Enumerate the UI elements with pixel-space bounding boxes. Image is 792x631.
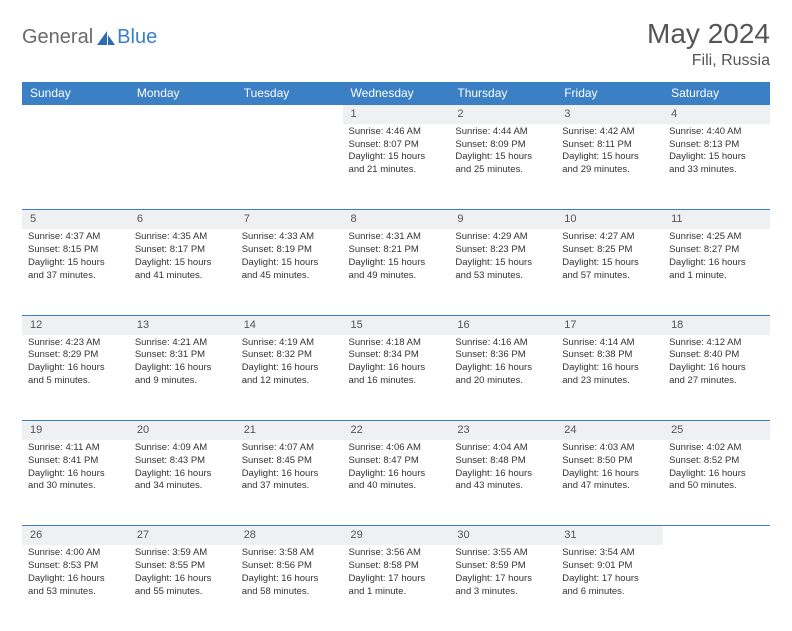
day-number: 30 [449, 526, 556, 545]
location-label: Fili, Russia [647, 52, 770, 70]
day-number: 1 [343, 105, 450, 124]
day-number: 10 [556, 210, 663, 229]
day-cell: Sunrise: 4:35 AMSunset: 8:17 PMDaylight:… [129, 229, 236, 315]
day-cell: Sunrise: 4:06 AMSunset: 8:47 PMDaylight:… [343, 440, 450, 526]
day-cell: Sunrise: 3:55 AMSunset: 8:59 PMDaylight:… [449, 545, 556, 631]
day-cell: Sunrise: 4:27 AMSunset: 8:25 PMDaylight:… [556, 229, 663, 315]
day-number: 5 [22, 210, 129, 229]
day-number-row: 262728293031 [22, 526, 770, 545]
day-cell [129, 124, 236, 210]
day-cell [663, 545, 770, 631]
day-number-row: 1234 [22, 105, 770, 124]
calendar-table: Sunday Monday Tuesday Wednesday Thursday… [22, 82, 770, 631]
day-cell: Sunrise: 4:03 AMSunset: 8:50 PMDaylight:… [556, 440, 663, 526]
day-number: 13 [129, 315, 236, 334]
logo-text-general: General [22, 26, 93, 49]
day-number: 23 [449, 421, 556, 440]
day-detail-row: Sunrise: 4:37 AMSunset: 8:15 PMDaylight:… [22, 229, 770, 315]
day-cell: Sunrise: 4:07 AMSunset: 8:45 PMDaylight:… [236, 440, 343, 526]
day-cell: Sunrise: 3:56 AMSunset: 8:58 PMDaylight:… [343, 545, 450, 631]
day-cell: Sunrise: 3:59 AMSunset: 8:55 PMDaylight:… [129, 545, 236, 631]
day-number: 22 [343, 421, 450, 440]
day-cell: Sunrise: 4:00 AMSunset: 8:53 PMDaylight:… [22, 545, 129, 631]
day-header: Wednesday [343, 82, 450, 105]
day-cell [22, 124, 129, 210]
day-number: 26 [22, 526, 129, 545]
logo-text-blue: Blue [117, 26, 157, 49]
day-number: 9 [449, 210, 556, 229]
day-detail-row: Sunrise: 4:46 AMSunset: 8:07 PMDaylight:… [22, 124, 770, 210]
day-cell: Sunrise: 4:11 AMSunset: 8:41 PMDaylight:… [22, 440, 129, 526]
day-header: Monday [129, 82, 236, 105]
day-number: 29 [343, 526, 450, 545]
day-number: 15 [343, 315, 450, 334]
logo-sail-icon [97, 31, 115, 45]
day-header: Saturday [663, 82, 770, 105]
day-number: 12 [22, 315, 129, 334]
day-header: Thursday [449, 82, 556, 105]
day-number: 17 [556, 315, 663, 334]
title-block: May 2024 Fili, Russia [647, 18, 770, 70]
day-cell: Sunrise: 4:40 AMSunset: 8:13 PMDaylight:… [663, 124, 770, 210]
day-cell: Sunrise: 4:25 AMSunset: 8:27 PMDaylight:… [663, 229, 770, 315]
day-header: Sunday [22, 82, 129, 105]
day-cell [236, 124, 343, 210]
day-cell: Sunrise: 4:19 AMSunset: 8:32 PMDaylight:… [236, 335, 343, 421]
day-number: 19 [22, 421, 129, 440]
day-number: 3 [556, 105, 663, 124]
day-header-row: Sunday Monday Tuesday Wednesday Thursday… [22, 82, 770, 105]
logo: General Blue [22, 18, 157, 49]
day-number-row: 19202122232425 [22, 421, 770, 440]
day-number: 4 [663, 105, 770, 124]
day-number: 8 [343, 210, 450, 229]
day-number: 25 [663, 421, 770, 440]
day-cell: Sunrise: 4:18 AMSunset: 8:34 PMDaylight:… [343, 335, 450, 421]
day-cell: Sunrise: 4:02 AMSunset: 8:52 PMDaylight:… [663, 440, 770, 526]
day-cell: Sunrise: 4:04 AMSunset: 8:48 PMDaylight:… [449, 440, 556, 526]
day-number: 21 [236, 421, 343, 440]
day-cell: Sunrise: 3:58 AMSunset: 8:56 PMDaylight:… [236, 545, 343, 631]
day-number: 18 [663, 315, 770, 334]
day-cell: Sunrise: 4:21 AMSunset: 8:31 PMDaylight:… [129, 335, 236, 421]
day-cell: Sunrise: 3:54 AMSunset: 9:01 PMDaylight:… [556, 545, 663, 631]
day-number [663, 526, 770, 545]
day-detail-row: Sunrise: 4:23 AMSunset: 8:29 PMDaylight:… [22, 335, 770, 421]
day-cell: Sunrise: 4:33 AMSunset: 8:19 PMDaylight:… [236, 229, 343, 315]
day-header: Friday [556, 82, 663, 105]
day-cell: Sunrise: 4:12 AMSunset: 8:40 PMDaylight:… [663, 335, 770, 421]
day-number: 6 [129, 210, 236, 229]
day-cell: Sunrise: 4:37 AMSunset: 8:15 PMDaylight:… [22, 229, 129, 315]
day-cell: Sunrise: 4:44 AMSunset: 8:09 PMDaylight:… [449, 124, 556, 210]
day-number: 28 [236, 526, 343, 545]
day-number-row: 12131415161718 [22, 315, 770, 334]
day-cell: Sunrise: 4:29 AMSunset: 8:23 PMDaylight:… [449, 229, 556, 315]
day-detail-row: Sunrise: 4:00 AMSunset: 8:53 PMDaylight:… [22, 545, 770, 631]
day-cell: Sunrise: 4:46 AMSunset: 8:07 PMDaylight:… [343, 124, 450, 210]
header: General Blue May 2024 Fili, Russia [22, 18, 770, 70]
day-number [129, 105, 236, 124]
day-cell: Sunrise: 4:42 AMSunset: 8:11 PMDaylight:… [556, 124, 663, 210]
day-cell: Sunrise: 4:14 AMSunset: 8:38 PMDaylight:… [556, 335, 663, 421]
day-number: 16 [449, 315, 556, 334]
day-number: 20 [129, 421, 236, 440]
day-number: 24 [556, 421, 663, 440]
page-title: May 2024 [647, 18, 770, 50]
day-number-row: 567891011 [22, 210, 770, 229]
day-cell: Sunrise: 4:23 AMSunset: 8:29 PMDaylight:… [22, 335, 129, 421]
day-number: 7 [236, 210, 343, 229]
day-number: 27 [129, 526, 236, 545]
day-cell: Sunrise: 4:09 AMSunset: 8:43 PMDaylight:… [129, 440, 236, 526]
day-number: 2 [449, 105, 556, 124]
day-header: Tuesday [236, 82, 343, 105]
day-number: 31 [556, 526, 663, 545]
day-number: 14 [236, 315, 343, 334]
day-cell: Sunrise: 4:16 AMSunset: 8:36 PMDaylight:… [449, 335, 556, 421]
day-detail-row: Sunrise: 4:11 AMSunset: 8:41 PMDaylight:… [22, 440, 770, 526]
day-cell: Sunrise: 4:31 AMSunset: 8:21 PMDaylight:… [343, 229, 450, 315]
day-number [236, 105, 343, 124]
day-number: 11 [663, 210, 770, 229]
day-number [22, 105, 129, 124]
